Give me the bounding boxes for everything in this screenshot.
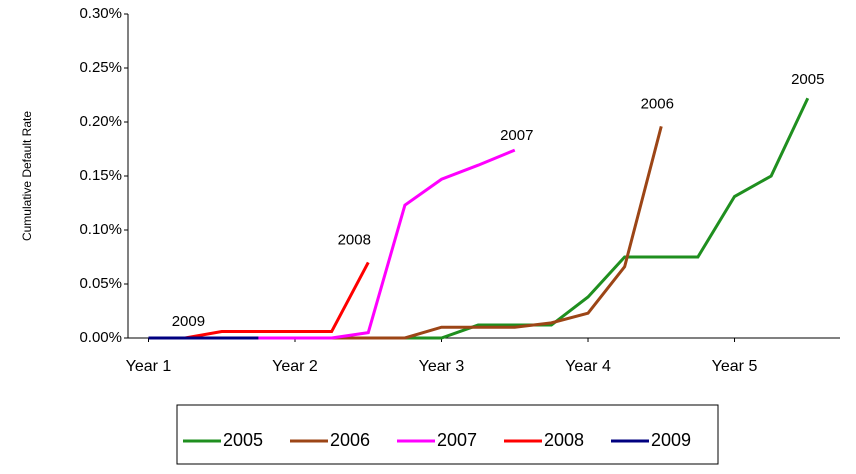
y-tick-label: 0.25%	[79, 59, 122, 76]
legend-box	[176, 404, 719, 465]
legend-label: 2005	[223, 430, 263, 450]
series-annotation: 2007	[500, 127, 533, 144]
series-annotation: 2009	[172, 313, 205, 330]
x-tick-label: Year 1	[125, 358, 172, 375]
legend-label: 2009	[651, 430, 691, 450]
y-tick-label: 0.00%	[79, 329, 122, 346]
y-tick-label: 0.30%	[79, 5, 122, 22]
legend-label: 2006	[330, 430, 370, 450]
y-tick-label: 0.10%	[79, 221, 122, 238]
series-annotation: 2006	[641, 95, 674, 112]
x-tick-label: Year 2	[272, 358, 318, 375]
y-tick-label: 0.15%	[79, 167, 122, 184]
series-annotation: 2005	[791, 71, 824, 88]
y-tick-label: 0.20%	[79, 113, 122, 130]
legend-label: 2007	[437, 430, 477, 450]
x-tick-label: Year 3	[418, 358, 465, 375]
y-axis-label: Cumulative Default Rate	[20, 111, 34, 241]
series-line	[148, 97, 810, 340]
y-tick-label: 0.05%	[79, 275, 122, 292]
x-tick-label: Year 4	[565, 358, 611, 375]
series-line	[148, 125, 663, 340]
series-annotation: 2008	[338, 231, 371, 248]
x-tick-label: Year 5	[711, 358, 758, 375]
series-line	[148, 148, 516, 340]
legend-label: 2008	[544, 430, 584, 450]
